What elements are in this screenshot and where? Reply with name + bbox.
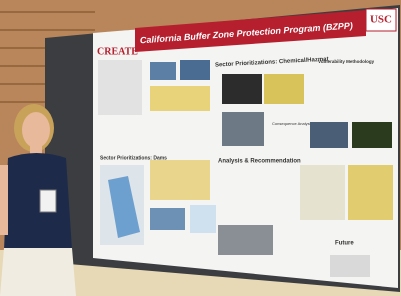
section-header: Future <box>335 241 354 247</box>
org-logo: CREATE <box>97 46 138 57</box>
section-header: Consequence Analysis <box>272 121 312 126</box>
section-header: Vulnerability Methodology <box>318 59 375 64</box>
logo: USC <box>370 14 392 26</box>
section-header: Analysis & Recommendation <box>218 159 301 165</box>
photo: USC California Buffer Zone Protection Pr… <box>0 0 401 296</box>
